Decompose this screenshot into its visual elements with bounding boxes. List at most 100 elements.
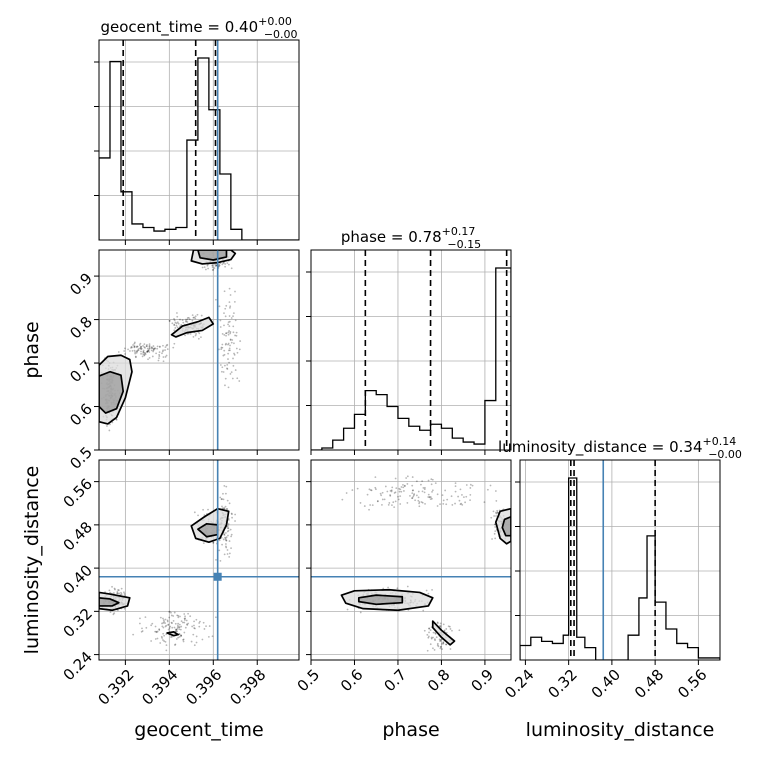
sample-point: [211, 264, 214, 267]
sample-point: [436, 642, 439, 645]
sample-point: [363, 505, 366, 507]
sample-point: [412, 489, 414, 492]
sample-point: [162, 622, 165, 624]
contour-outer: [170, 316, 215, 338]
sample-point: [168, 319, 171, 322]
sample-point: [194, 627, 196, 630]
sample-point: [184, 615, 186, 618]
sample-point: [429, 643, 432, 646]
sample-point: [232, 364, 235, 367]
sample-point: [115, 418, 118, 421]
sample-point: [440, 646, 442, 648]
sample-point: [117, 589, 120, 592]
title-plus: +0.14: [703, 435, 737, 448]
sample-point: [183, 613, 186, 615]
sample-point: [139, 617, 141, 620]
sample-point: [390, 490, 393, 493]
sample-point: [173, 626, 176, 629]
sample-point: [198, 622, 201, 624]
sample-point: [143, 343, 146, 346]
sample-point: [427, 636, 430, 639]
sample-point: [227, 321, 230, 324]
sample-point: [228, 347, 231, 350]
sample-point: [234, 369, 237, 371]
sample-point: [439, 503, 441, 506]
sample-point: [228, 552, 231, 555]
sample-point: [436, 622, 439, 624]
sample-point: [180, 324, 183, 326]
sample-point: [138, 622, 141, 625]
sample-point: [496, 511, 499, 514]
sample-point: [156, 637, 159, 640]
sample-point: [177, 622, 180, 625]
sample-point: [167, 628, 170, 631]
sample-point: [223, 484, 226, 487]
sample-point: [431, 588, 433, 591]
sample-point: [461, 503, 464, 506]
sample-point: [123, 607, 126, 610]
sample-point: [193, 627, 196, 629]
sample-point: [494, 490, 497, 492]
sample-point: [439, 622, 442, 625]
panel-frame: [98, 249, 300, 451]
sample-point: [199, 620, 201, 623]
sample-point: [225, 485, 228, 488]
sample-point: [212, 541, 215, 544]
x-axis-label-luminosity-distance: luminosity_distance: [526, 719, 715, 741]
sample-point: [224, 377, 227, 380]
sample-point: [229, 339, 232, 341]
sample-point: [186, 321, 189, 323]
sample-point: [161, 637, 163, 639]
sample-point: [176, 614, 179, 617]
sample-point: [423, 488, 426, 491]
sample-point: [188, 318, 191, 321]
sample-point: [218, 549, 221, 552]
sample-point: [427, 493, 430, 496]
sample-point: [215, 616, 217, 619]
sample-point: [165, 344, 168, 347]
sample-point: [227, 323, 229, 326]
sample-point: [189, 615, 192, 618]
sample-point: [366, 493, 369, 496]
sample-point: [206, 264, 209, 267]
sample-point: [113, 612, 116, 615]
sample-point: [112, 592, 115, 594]
sample-point: [132, 344, 134, 346]
sample-point: [148, 347, 151, 350]
sample-point: [223, 553, 226, 556]
sample-point: [230, 371, 233, 374]
sample-point: [422, 487, 425, 489]
panel-luminosity-distance-vs-phase: 0.5 0.6 0.7 0.8 0.9: [294, 459, 512, 695]
tick-label-luminosity-distance: 0.32: [60, 605, 96, 641]
sample-point: [423, 629, 426, 632]
sample-point: [228, 301, 231, 304]
sample-point: [457, 495, 460, 498]
sample-point: [228, 556, 231, 558]
sample-point: [133, 346, 136, 349]
sample-point: [140, 630, 143, 633]
sample-point: [151, 347, 154, 350]
sample-point: [162, 632, 165, 635]
sample-point: [144, 616, 147, 619]
sample-point: [130, 346, 132, 349]
sample-point: [403, 485, 406, 488]
sample-point: [224, 384, 226, 387]
sample-point: [431, 478, 434, 481]
sample-point: [187, 332, 190, 335]
sample-point: [178, 636, 181, 638]
sample-point: [454, 485, 457, 488]
sample-point: [191, 625, 194, 628]
sample-point: [183, 617, 186, 620]
sample-point: [227, 527, 229, 530]
sample-point: [106, 425, 108, 427]
sample-point: [359, 611, 362, 614]
sample-point: [170, 636, 172, 638]
sample-point: [117, 609, 119, 612]
sample-point: [229, 373, 232, 375]
sample-point: [439, 639, 442, 642]
sample-point: [227, 263, 230, 266]
sample-point: [162, 619, 165, 622]
sample-point: [229, 338, 232, 341]
sample-point: [418, 501, 421, 503]
